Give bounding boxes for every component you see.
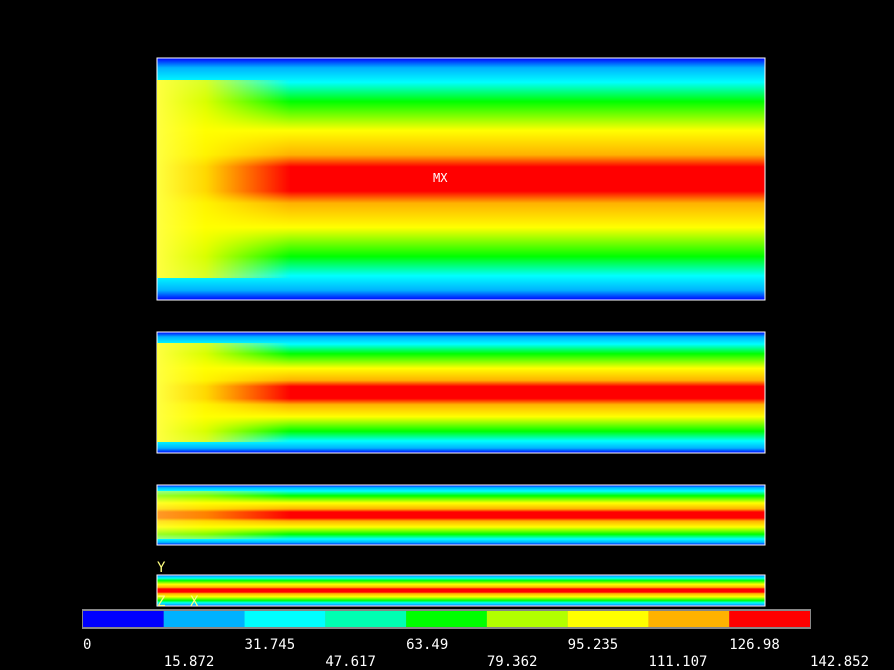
panel <box>156 57 766 301</box>
legend-band <box>567 611 649 627</box>
legend-band <box>729 611 810 627</box>
legend: 0 15.872 31.745 47.617 63.49 79.362 95.235 111.… <box>82 609 869 670</box>
legend-label: 0 <box>83 637 91 653</box>
legend-label: 79.362 <box>487 654 538 670</box>
legend-band <box>83 611 164 627</box>
legend-band <box>406 611 487 627</box>
panel <box>156 484 766 546</box>
legend-label: 126.98 <box>729 637 780 653</box>
panel <box>156 331 766 454</box>
contour-panel <box>156 574 766 607</box>
inlet-region <box>157 491 765 539</box>
legend-band <box>163 611 245 627</box>
legend-band <box>325 611 407 627</box>
legend-label: 111.107 <box>648 654 707 670</box>
legend-label: 15.872 <box>164 654 215 670</box>
legend-label: 142.852 <box>810 654 869 670</box>
legend-band <box>244 611 326 627</box>
legend-band <box>486 611 568 627</box>
legend-label: 63.49 <box>406 637 448 653</box>
axis-x: X <box>190 594 199 610</box>
axis-y: Y <box>157 560 166 576</box>
inlet-region <box>157 343 765 442</box>
legend-label: 95.235 <box>568 637 619 653</box>
legend-label: 31.745 <box>245 637 296 653</box>
legend-label: 47.617 <box>325 654 376 670</box>
axis-z: Z <box>157 594 165 610</box>
legend-band <box>648 611 730 627</box>
inlet-region <box>157 80 765 278</box>
max-label: MX <box>433 171 448 185</box>
